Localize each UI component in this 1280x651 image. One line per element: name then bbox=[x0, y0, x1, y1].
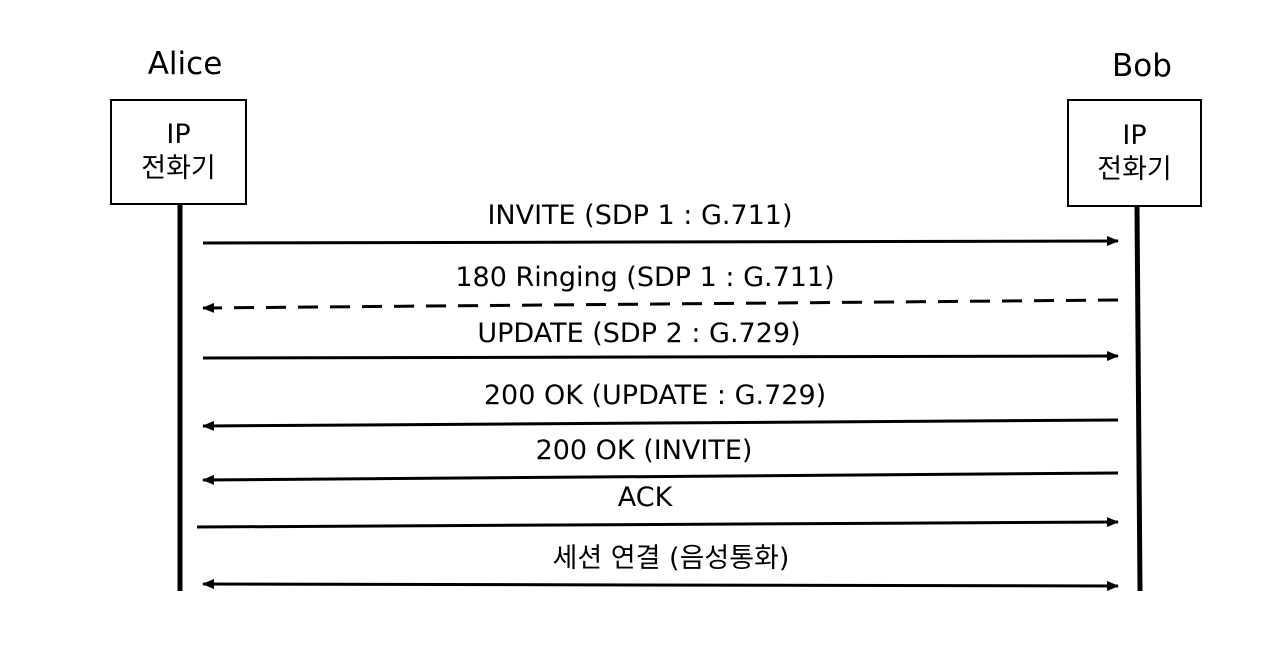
alice-name: Alice bbox=[147, 46, 223, 82]
invite-arrow bbox=[202, 236, 1119, 247]
ok-invite-arrow bbox=[202, 471, 1119, 485]
session-label: 세션 연결 (음성통화) bbox=[552, 543, 790, 574]
alice-device-type: IP bbox=[166, 119, 191, 150]
alice-device-label: 전화기 bbox=[141, 153, 216, 184]
ok-update-arrow bbox=[202, 418, 1119, 431]
ringing-label: 180 Ringing (SDP 1 : G.711) bbox=[455, 262, 835, 293]
update-label: UPDATE (SDP 2 : G.729) bbox=[477, 318, 801, 349]
bob-lifeline bbox=[1134, 206, 1143, 592]
invite-label: INVITE (SDP 1 : G.711) bbox=[487, 200, 793, 231]
ok-update-label: 200 OK (UPDATE : G.729) bbox=[483, 380, 827, 411]
ack-label: ACK bbox=[617, 482, 673, 513]
ok-invite-label: 200 OK (INVITE) bbox=[535, 435, 753, 466]
bob-device-label: 전화기 bbox=[1097, 154, 1172, 185]
session-arrow bbox=[202, 579, 1119, 591]
bob-name: Bob bbox=[1112, 48, 1172, 84]
alice-device-box: IP 전화기 bbox=[110, 99, 247, 205]
bob-device-box: IP 전화기 bbox=[1067, 99, 1202, 207]
ringing-arrow bbox=[202, 298, 1119, 313]
bob-device-type: IP bbox=[1122, 120, 1147, 151]
ack-arrow bbox=[196, 517, 1119, 529]
update-arrow bbox=[202, 351, 1119, 362]
